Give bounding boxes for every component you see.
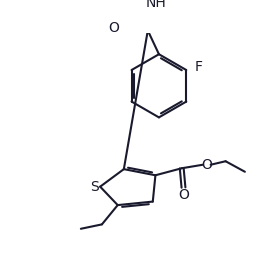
Text: NH: NH: [146, 0, 167, 10]
Text: O: O: [108, 21, 119, 35]
Text: S: S: [90, 180, 98, 194]
Text: O: O: [178, 188, 189, 202]
Text: F: F: [195, 59, 203, 73]
Text: O: O: [202, 158, 213, 172]
